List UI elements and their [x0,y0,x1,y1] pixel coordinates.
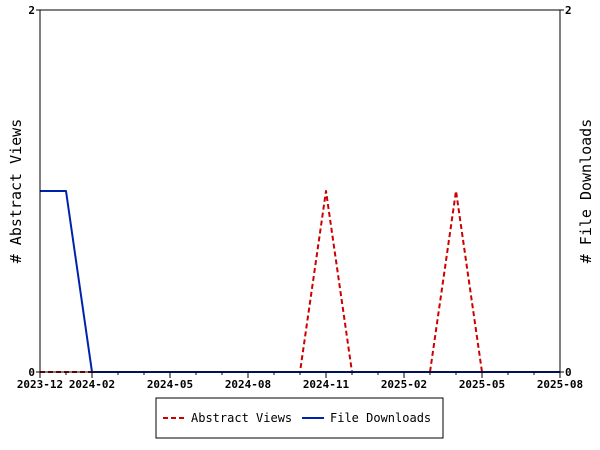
x-tick-label: 2025-08 [537,378,583,391]
x-tick-label: 2025-02 [381,378,427,391]
x-tick-label: 2023-12 [17,378,63,391]
series-line-file-downloads [40,190,560,373]
legend-box [155,397,444,439]
y-tick-label-right: 0 [565,366,572,379]
x-tick-label: 2024-08 [225,378,271,391]
series-line-abstract-views [40,190,560,373]
y-tick-label-left: 0 [28,366,35,379]
y-tick-label-left: 2 [28,4,35,17]
legend-label-file-downloads: File Downloads [330,411,431,425]
y-axis-title-right: # File Downloads [577,119,595,264]
axes: 2023-12 2024-02 2024-05 2024-08 2024-11 2025-… [17,4,583,391]
plot-frame [39,9,561,373]
x-tick-label: 2024-05 [147,378,193,391]
y-tick-label-right: 2 [565,4,572,17]
x-tick-label: 2024-11 [303,378,350,391]
x-tick-label: 2025-05 [459,378,505,391]
plot-area [40,190,560,373]
legend-label-abstract-views: Abstract Views [191,411,292,425]
legend: Abstract Views File Downloads [155,397,444,439]
x-tick-label: 2024-02 [69,378,115,391]
y-axis-title-left: # Abstract Views [7,119,25,264]
